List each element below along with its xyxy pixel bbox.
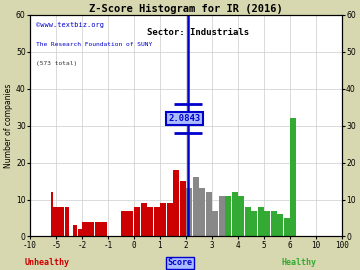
Bar (277, 214, 283, 237)
Bar (141, 203, 147, 237)
Bar (56, 207, 60, 237)
Bar (154, 207, 159, 237)
Bar (60, 207, 64, 237)
Text: Healthy: Healthy (281, 258, 316, 267)
Bar (290, 118, 293, 237)
Bar (199, 188, 205, 237)
Text: Unhealthy: Unhealthy (24, 258, 69, 267)
Text: Sector: Industrials: Sector: Industrials (147, 28, 249, 37)
Bar (51, 192, 53, 237)
Bar (251, 211, 257, 237)
Bar (53, 207, 56, 237)
Bar (95, 222, 107, 237)
Bar (284, 218, 290, 237)
Title: Z-Score Histogram for IR (2016): Z-Score Histogram for IR (2016) (89, 4, 283, 14)
Bar (121, 211, 133, 237)
Bar (264, 211, 270, 237)
Text: The Research Foundation of SUNY: The Research Foundation of SUNY (36, 42, 152, 46)
Bar (82, 222, 94, 237)
Bar (73, 225, 77, 237)
Bar (193, 177, 199, 237)
Text: 2.0843: 2.0843 (168, 114, 200, 123)
Bar (134, 207, 140, 237)
Bar (219, 196, 225, 237)
Bar (231, 192, 238, 237)
Bar (293, 118, 296, 237)
Bar (186, 188, 192, 237)
Text: ©www.textbiz.org: ©www.textbiz.org (36, 22, 104, 28)
Bar (238, 196, 244, 237)
Bar (206, 192, 212, 237)
Bar (212, 211, 218, 237)
Bar (173, 170, 179, 237)
Bar (180, 181, 186, 237)
Bar (147, 207, 153, 237)
Bar (160, 203, 166, 237)
Bar (65, 207, 69, 237)
Bar (258, 207, 264, 237)
Bar (167, 203, 173, 237)
Bar (245, 207, 251, 237)
Y-axis label: Number of companies: Number of companies (4, 83, 13, 168)
Bar (225, 196, 231, 237)
Bar (271, 211, 276, 237)
Text: (573 total): (573 total) (36, 62, 77, 66)
Text: Score: Score (167, 258, 193, 267)
Bar (78, 229, 82, 237)
